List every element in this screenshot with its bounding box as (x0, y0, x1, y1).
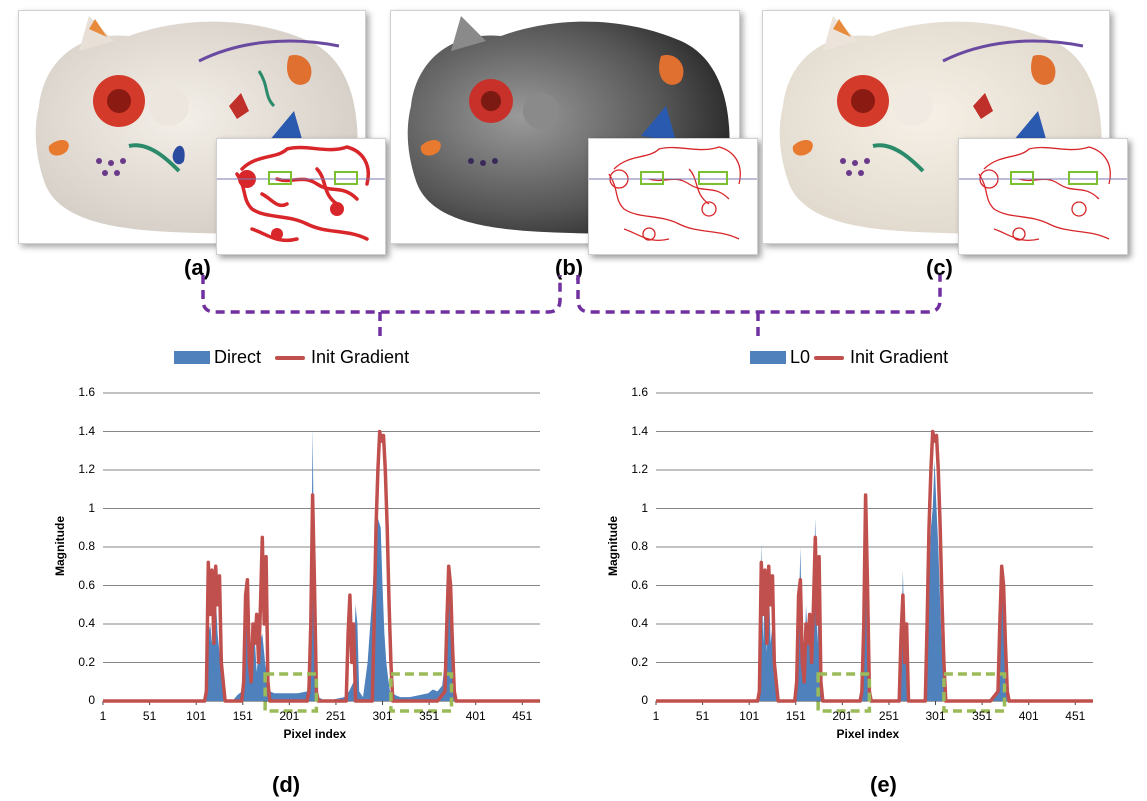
legend-label-line: Init Gradient (850, 347, 949, 367)
edge-map-image (589, 146, 757, 241)
legend-d: Direct Init Gradient (174, 347, 409, 368)
x-tick-label: 251 (878, 709, 899, 723)
y-tick-label: 1.4 (78, 423, 95, 438)
highlight-box (263, 672, 319, 713)
y-tick-label: 1.6 (78, 385, 95, 399)
x-tick-label: 351 (419, 709, 440, 723)
x-tick-label: 201 (279, 709, 300, 723)
panel-label-d: (d) (272, 772, 301, 797)
x-tick-label: 51 (695, 709, 710, 723)
y-tick-label: 1.2 (78, 462, 95, 476)
y-tick-label: 0.8 (631, 539, 648, 553)
series-line-init-gradient (656, 429, 1093, 703)
edge-map-c (958, 138, 1128, 255)
legend-label-bar: Direct (214, 347, 262, 367)
legend-swatch-bar (750, 351, 786, 364)
x-tick-label: 301 (372, 709, 393, 723)
x-tick-label: 251 (325, 709, 346, 723)
legend-swatch-line (814, 355, 845, 360)
x-tick-label: 301 (925, 709, 946, 723)
y-tick-label: 0 (88, 693, 95, 707)
x-tick-label: 401 (465, 709, 486, 723)
y-tick-label: 0.6 (631, 577, 648, 592)
x-tick-label: 401 (1018, 709, 1039, 723)
photo-a (18, 10, 366, 244)
y-tick-label: 0.2 (78, 654, 95, 669)
y-tick-label: 0 (641, 693, 648, 707)
x-tick-label: 151 (232, 709, 253, 723)
highlight-box (942, 672, 1007, 713)
legend-swatch-bar (174, 351, 210, 364)
legend-swatch-line (275, 355, 306, 360)
edge-map-a (216, 138, 386, 255)
x-axis-title: Pixel index (283, 727, 347, 741)
y-tick-label: 0.6 (78, 577, 95, 592)
x-tick-label: 151 (785, 709, 806, 723)
highlight-box (389, 672, 454, 713)
y-tick-label: 1 (641, 500, 648, 515)
x-tick-label: 1 (99, 709, 107, 723)
photo-c (762, 10, 1110, 244)
legend-label-line: Init Gradient (311, 347, 410, 367)
legend-e: L0 Init Gradient (750, 347, 948, 368)
y-tick-label: 1.2 (631, 462, 648, 476)
x-tick-label: 451 (512, 709, 533, 723)
y-tick-label: 0.8 (78, 539, 95, 553)
y-tick-label: 1.6 (631, 385, 648, 399)
x-tick-label: 101 (186, 709, 207, 723)
y-tick-label: 1 (88, 500, 95, 515)
x-tick-label: 1 (652, 709, 660, 723)
x-tick-label: 51 (142, 709, 157, 723)
x-tick-label: 351 (972, 709, 993, 723)
y-tick-label: 0.2 (631, 654, 648, 669)
y-tick-label: 0.4 (631, 616, 648, 630)
panel-label-e: (e) (870, 772, 897, 797)
y-axis-title: Magnitude (606, 516, 620, 576)
y-tick-label: 1.4 (631, 423, 648, 438)
y-tick-label: 0.4 (78, 616, 95, 630)
legend-label-bar: L0 (790, 347, 811, 367)
edge-map-image (217, 145, 385, 242)
x-axis-title: Pixel index (836, 727, 900, 741)
series-area-l0 (656, 460, 1093, 701)
series-line-init-gradient (103, 429, 540, 703)
highlight-box (816, 672, 872, 713)
x-tick-label: 201 (832, 709, 853, 723)
edge-map-image (959, 146, 1127, 241)
x-tick-label: 101 (739, 709, 760, 723)
edge-map-b (588, 138, 758, 255)
x-tick-label: 451 (1065, 709, 1086, 723)
